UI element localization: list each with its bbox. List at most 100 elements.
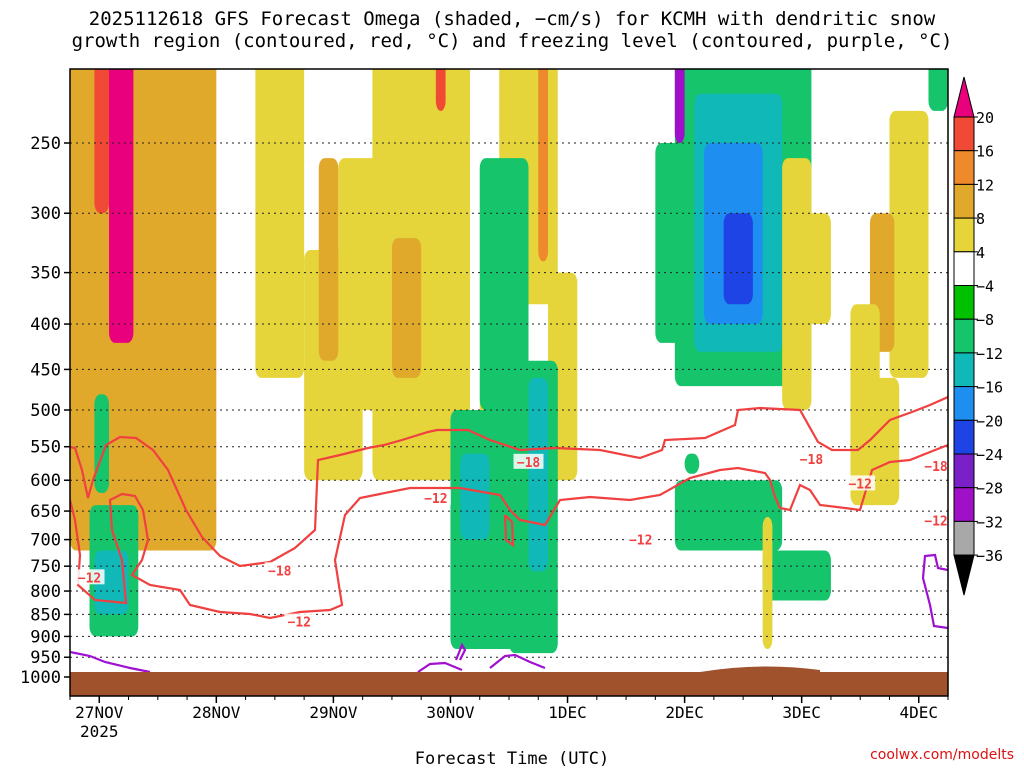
omega-shade-region bbox=[674, 480, 783, 551]
y-tick-label: 750 bbox=[30, 557, 61, 577]
y-tick-label: 450 bbox=[30, 360, 61, 380]
colorbar-swatch bbox=[953, 419, 975, 455]
x-tick-label: 2DEC bbox=[665, 703, 704, 722]
y-tick-label: 550 bbox=[30, 438, 61, 458]
omega-shade-region bbox=[391, 238, 422, 378]
y-tick-label: 650 bbox=[30, 502, 61, 522]
colorbar-label: −12 bbox=[976, 345, 1003, 363]
colorbar-label: −24 bbox=[976, 446, 1003, 464]
colorbar-label: 12 bbox=[976, 176, 994, 194]
credit-link[interactable]: coolwx.com/modelts bbox=[870, 747, 1014, 763]
dgz-small-contour bbox=[503, 514, 515, 548]
colorbar-label: 8 bbox=[976, 210, 985, 228]
colorbar-label: −4 bbox=[976, 278, 994, 296]
dgz-minus18-contour bbox=[70, 443, 948, 620]
colorbar-swatch bbox=[953, 116, 975, 152]
ground-bump bbox=[700, 666, 820, 672]
omega-shade-region bbox=[928, 69, 948, 111]
freezing-level-contour-2 bbox=[417, 661, 463, 673]
ground-surface bbox=[70, 672, 948, 696]
omega-shade-region bbox=[674, 69, 685, 143]
colorbar-label: −36 bbox=[976, 547, 1003, 565]
colorbar-swatch bbox=[953, 352, 975, 388]
colorbar-label: −16 bbox=[976, 379, 1003, 397]
omega-shade-region bbox=[801, 213, 831, 325]
y-tick-label: 600 bbox=[30, 471, 61, 491]
omega-shade-region bbox=[460, 453, 490, 540]
colorbar-swatch bbox=[953, 183, 975, 219]
colorbar-label: −28 bbox=[976, 480, 1003, 498]
omega-shade-region bbox=[435, 69, 446, 111]
omega-shade-region bbox=[889, 110, 929, 378]
x-tick-label: 27NOV bbox=[75, 703, 124, 722]
omega-shade-region bbox=[109, 69, 134, 343]
freezing-level-contour-4 bbox=[489, 653, 546, 670]
colorbar-label: −8 bbox=[976, 311, 994, 329]
x-tick-label: 30NOV bbox=[426, 703, 475, 722]
omega-shade-region bbox=[684, 453, 700, 474]
contour-label: −12 bbox=[288, 616, 311, 631]
colorbar-swatch bbox=[953, 285, 975, 320]
colorbar-swatch bbox=[953, 487, 975, 522]
colorbar-swatch bbox=[953, 150, 975, 185]
contour-label-bg bbox=[796, 451, 827, 467]
y-tick-label: 500 bbox=[30, 401, 61, 421]
y-tick-label: 400 bbox=[30, 315, 61, 335]
colorbar-label: −20 bbox=[976, 412, 1003, 430]
colorbar-top-arrow bbox=[953, 76, 975, 118]
x-axis-label: Forecast Time (UTC) bbox=[414, 749, 610, 769]
x-tick-label: 4DEC bbox=[899, 703, 938, 722]
omega-shade-region bbox=[850, 304, 880, 506]
omega-shade-region bbox=[255, 69, 305, 378]
contour-label-bg bbox=[74, 569, 105, 585]
omega-shade-region bbox=[762, 516, 773, 650]
colorbar-label: −32 bbox=[976, 513, 1003, 531]
contour-label-bg bbox=[921, 457, 951, 473]
omega-shade-region bbox=[538, 69, 549, 262]
x-tick-label: 1DEC bbox=[548, 703, 587, 722]
colorbar-swatch bbox=[953, 453, 975, 489]
contour-label: −18 bbox=[924, 460, 948, 475]
colorbar-swatch bbox=[953, 386, 975, 421]
dgz-minus12-contour bbox=[70, 395, 948, 568]
y-tick-label: 250 bbox=[30, 134, 61, 154]
y-tick-label: 1000 bbox=[20, 668, 61, 688]
contour-label: −12 bbox=[78, 571, 101, 586]
x-tick-label: 3DEC bbox=[782, 703, 821, 722]
contour-label-bg bbox=[513, 453, 544, 469]
contour-label-bg bbox=[284, 613, 315, 629]
y-tick-label: 800 bbox=[30, 582, 61, 602]
y-tick-label: 700 bbox=[30, 531, 61, 551]
y-tick-label: 300 bbox=[30, 204, 61, 224]
colorbar-swatch bbox=[953, 520, 975, 556]
omega-shade-region bbox=[94, 69, 110, 214]
omega-shade-region bbox=[528, 377, 549, 572]
contour-label-bg bbox=[625, 531, 656, 547]
contour-label: −12 bbox=[629, 534, 652, 549]
contour-label: −18 bbox=[517, 456, 541, 471]
freezing-level-contour bbox=[70, 650, 151, 674]
chart-title-line2: growth region (contoured, red, °C) and f… bbox=[71, 30, 953, 52]
colorbar-swatch bbox=[953, 318, 975, 354]
freezing-level-contour-5 bbox=[921, 553, 948, 630]
y-tick-label: 900 bbox=[30, 627, 61, 647]
contour-label-bg bbox=[845, 475, 876, 491]
omega-shade-region bbox=[723, 213, 753, 305]
colorbar-label: 4 bbox=[976, 244, 985, 262]
contour-label-bg bbox=[921, 512, 951, 528]
omega-shade-region bbox=[762, 550, 831, 601]
colorbar-bottom-arrow bbox=[953, 554, 975, 596]
colorbar-label: 16 bbox=[976, 143, 994, 161]
colorbar-swatch bbox=[953, 217, 975, 253]
freezing-level-contour-3 bbox=[454, 642, 467, 661]
contour-label: −12 bbox=[848, 477, 871, 492]
contour-label: −12 bbox=[424, 492, 447, 507]
contour-label: −12 bbox=[924, 514, 947, 529]
x-tick-label: 29NOV bbox=[309, 703, 358, 722]
contour-label: −18 bbox=[800, 453, 824, 468]
colorbar-label: 20 bbox=[976, 109, 994, 127]
y-tick-label: 850 bbox=[30, 605, 61, 625]
colorbar-swatch bbox=[953, 251, 975, 287]
y-tick-label: 350 bbox=[30, 264, 61, 284]
